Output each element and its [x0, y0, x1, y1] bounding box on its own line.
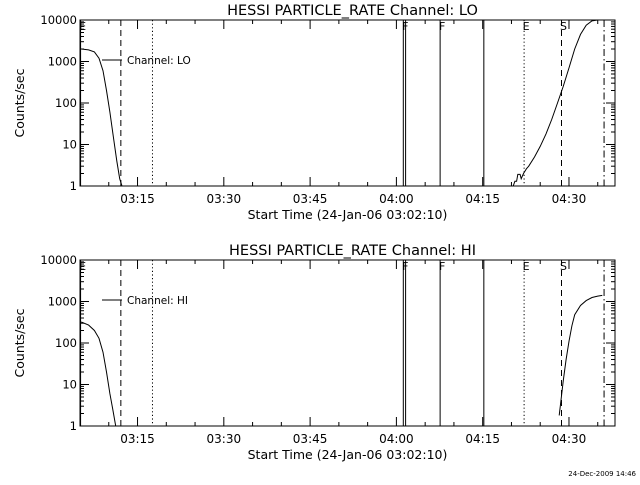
event-marker-label: E [79, 260, 86, 273]
x-tick-label: 03:45 [293, 192, 328, 206]
x-tick-label: 04:30 [552, 432, 587, 446]
x-tick-label: 03:30 [207, 432, 242, 446]
x-axis-label: Start Time (24-Jan-06 03:02:10) [248, 207, 448, 222]
chart-title: HESSI PARTICLE_RATE Channel: LO [227, 3, 478, 19]
y-tick-label: 10000 [40, 13, 77, 27]
y-tick-label: 1000 [48, 55, 77, 69]
series-line [81, 48, 123, 186]
event-marker-label: S [560, 260, 567, 273]
y-tick-label: 10 [62, 378, 77, 392]
event-marker-label: F [439, 260, 445, 273]
series-line [558, 294, 603, 416]
legend-label: Channel: HI [127, 295, 188, 307]
event-marker-label: E [523, 260, 530, 273]
y-tick-label: 1000 [48, 295, 77, 309]
x-tick-label: 03:15 [120, 192, 155, 206]
series-line [81, 321, 117, 426]
y-tick-label: 1 [70, 179, 77, 193]
plot-frame [79, 259, 616, 427]
x-tick-label: 03:15 [120, 432, 155, 446]
x-tick-label: 04:15 [465, 432, 500, 446]
x-tick-label: 03:30 [207, 192, 242, 206]
x-axis-label: Start Time (24-Jan-06 03:02:10) [248, 447, 448, 462]
event-marker-label: S [560, 20, 567, 33]
series-line [512, 20, 605, 186]
x-tick-label: 04:00 [379, 432, 414, 446]
y-tick-label: 1 [70, 419, 77, 433]
event-marker-label: E [79, 20, 86, 33]
y-tick-label: 10 [62, 138, 77, 152]
date-stamp: 24-Dec-2009 14:46 [568, 470, 636, 478]
y-tick-label: 100 [55, 336, 77, 350]
legend-label: Channel: LO [127, 55, 191, 67]
y-axis-label: Counts/sec [12, 308, 27, 377]
event-marker-label: F [439, 20, 445, 33]
panel-lo: HESSI PARTICLE_RATE Channel: LO Start Tim… [12, 3, 616, 222]
y-tick-label: 100 [55, 96, 77, 110]
x-tick-label: 04:00 [379, 192, 414, 206]
x-tick-label: 03:45 [293, 432, 328, 446]
plot-frame [79, 19, 616, 187]
y-axis-label: Counts/sec [12, 68, 27, 137]
panel-hi: HESSI PARTICLE_RATE Channel: HI Start Tim… [12, 243, 616, 462]
event-marker-label: E [523, 20, 530, 33]
chart-title: HESSI PARTICLE_RATE Channel: HI [229, 243, 476, 259]
y-tick-label: 10000 [40, 253, 77, 267]
x-tick-label: 04:30 [552, 192, 587, 206]
x-tick-label: 04:15 [465, 192, 500, 206]
